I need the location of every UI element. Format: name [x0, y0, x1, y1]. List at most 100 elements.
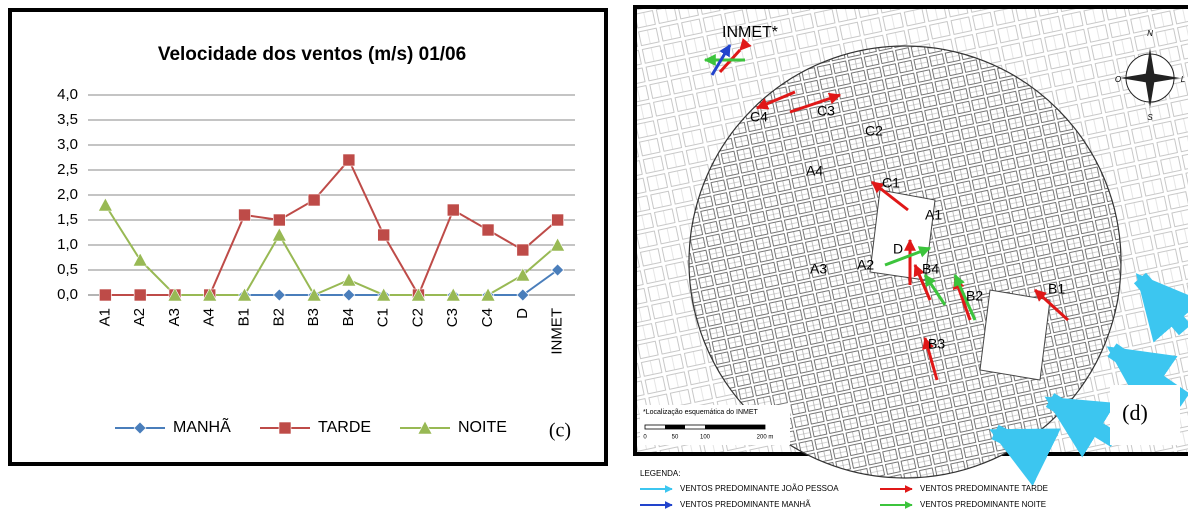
legend-label: TARDE: [318, 419, 371, 436]
legend-label: VENTOS PREDOMINANTE MANHÃ: [680, 500, 811, 509]
y-tick-label: 2,5: [57, 161, 78, 178]
y-tick-label: 4,0: [57, 86, 78, 103]
point: [446, 203, 460, 217]
map-legend: LEGENDA: VENTOS PREDOMINANTE JOÃO PESSOA…: [640, 469, 1048, 509]
x-tick-label: C4: [479, 308, 496, 327]
x-tick-label: B3: [305, 308, 322, 326]
y-tick-label: 1,5: [57, 211, 78, 228]
chart-title: Velocidade dos ventos (m/s) 01/06: [158, 44, 466, 65]
point: [132, 252, 148, 267]
point: [341, 272, 357, 287]
scale-bar: [665, 425, 685, 429]
x-tick-label: INMET: [549, 308, 566, 355]
y-tick-label: 0,5: [57, 261, 78, 278]
compass: N L O S: [1115, 29, 1185, 122]
map: INMET* C4 C3 C2 A4 C1 A1 D B4 A2 A3 B2 B…: [633, 5, 1188, 487]
point: [410, 287, 426, 302]
x-tick-label: B1: [236, 308, 253, 326]
point: [278, 421, 292, 435]
panel-label: (c): [549, 420, 571, 442]
point: [377, 228, 390, 242]
point: [481, 223, 495, 237]
point: [445, 287, 461, 302]
inmet-label: INMET*: [722, 24, 778, 41]
point: [202, 287, 218, 302]
scale-label: 200 m: [757, 435, 774, 441]
point: [237, 287, 253, 302]
x-tick-label: B2: [270, 308, 287, 326]
scale-label: 0: [643, 435, 647, 441]
y-tick-label: 1,0: [57, 236, 78, 253]
scale-label: 100: [700, 435, 711, 441]
x-tick-label: C2: [409, 308, 426, 327]
legend-label: VENTOS PREDOMINANTE TARDE: [920, 484, 1048, 493]
point: [133, 288, 147, 302]
point: [238, 208, 251, 222]
point-label: B1: [1048, 281, 1065, 297]
point-label: B4: [922, 261, 939, 277]
point: [515, 267, 531, 282]
compass-label: L: [1181, 75, 1185, 84]
point: [99, 288, 112, 302]
y-tick-label: 3,0: [57, 136, 78, 153]
point-label: C3: [817, 103, 835, 119]
point: [342, 288, 356, 302]
x-tick-label: B4: [340, 308, 357, 326]
point: [551, 263, 565, 277]
point-label: D: [893, 241, 903, 257]
point-label: A4: [806, 163, 823, 179]
compass-label: O: [1115, 75, 1121, 84]
point: [133, 421, 147, 435]
point-label: A1: [925, 207, 942, 223]
chart-frame: [8, 8, 608, 466]
compass-label: S: [1147, 113, 1153, 122]
point: [480, 287, 496, 302]
point: [306, 287, 322, 302]
x-tick-label: C3: [444, 308, 461, 327]
point: [376, 287, 392, 302]
point: [417, 420, 433, 435]
morning-arrow: [710, 43, 732, 76]
point: [271, 227, 287, 242]
point: [516, 243, 530, 257]
point-label: B2: [966, 288, 983, 304]
panel-label: (d): [1122, 400, 1148, 425]
x-tick-label: A1: [96, 308, 113, 326]
point: [273, 213, 286, 227]
point: [550, 237, 566, 252]
point-labels: C4 C3 C2 A4 C1 A1 D B4 A2 A3 B2 B1 B3: [750, 103, 1065, 352]
point-label: B3: [928, 336, 945, 352]
point: [342, 153, 356, 167]
square: [979, 289, 1051, 381]
point: [97, 197, 113, 212]
x-tick-label: D: [514, 308, 531, 319]
map-note: *Localização esquemática do INMET: [643, 409, 759, 416]
x-tick-label: A2: [131, 308, 148, 326]
x-tick-label: C1: [375, 308, 392, 327]
scale-bar: [705, 425, 765, 429]
x-tick-label: A4: [201, 308, 218, 326]
point-label: C4: [750, 109, 768, 125]
point-label: C2: [865, 123, 883, 139]
legend-title: LEGENDA:: [640, 469, 680, 478]
point-label: A2: [857, 257, 874, 273]
legend-label: NOITE: [458, 419, 507, 436]
point: [516, 288, 530, 302]
scale-label: 50: [672, 435, 679, 441]
point: [167, 287, 183, 302]
y-tick-label: 2,0: [57, 186, 78, 203]
legend-label: MANHÃ: [173, 416, 231, 436]
point: [551, 213, 564, 227]
point-label: A3: [810, 261, 827, 277]
compass-label: N: [1147, 29, 1153, 38]
y-tick-label: 3,5: [57, 111, 78, 128]
y-tick-label: 0,0: [57, 286, 78, 303]
night-arrows: [703, 54, 977, 321]
legend-label: VENTOS PREDOMINANTE JOÃO PESSOA: [680, 484, 839, 493]
panel-label-bg: [1110, 385, 1180, 445]
legend-label: VENTOS PREDOMINANTE NOITE: [920, 500, 1046, 509]
point: [307, 193, 321, 207]
x-tick-label: A3: [166, 308, 183, 326]
